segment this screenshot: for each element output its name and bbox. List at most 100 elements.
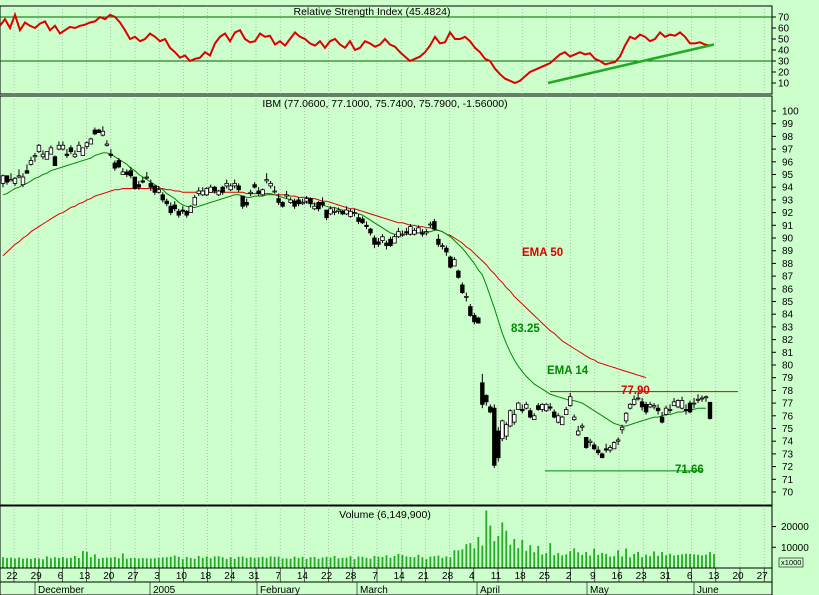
candle xyxy=(623,411,629,424)
rsi-plot-area xyxy=(0,5,773,95)
volume-bar xyxy=(189,558,192,568)
candle-body xyxy=(344,209,349,215)
candle xyxy=(272,185,277,194)
candle-body xyxy=(452,259,457,267)
volume-bar xyxy=(405,556,408,568)
price-tick-label: 70 xyxy=(782,488,794,499)
volume-title: Volume (6,149,900) xyxy=(339,509,431,521)
price-panel: IBM (77.0600, 77.1000, 75.7400, 75.7900,… xyxy=(0,95,799,506)
x-day-label: 20 xyxy=(103,571,115,582)
candle-body xyxy=(96,129,102,133)
volume-bar xyxy=(181,559,184,568)
candle xyxy=(16,169,22,179)
volume-bar xyxy=(173,555,176,568)
volume-bar xyxy=(34,558,36,568)
candle-body xyxy=(160,194,165,201)
candle-body xyxy=(188,205,193,213)
candle-body xyxy=(144,176,149,179)
candle xyxy=(548,403,553,411)
candle-body xyxy=(691,402,697,405)
candle-body xyxy=(675,400,681,408)
candle xyxy=(108,149,114,158)
volume-bar xyxy=(261,556,264,568)
x-axis-month-band xyxy=(0,581,773,595)
volume-bar xyxy=(157,557,160,568)
volume-bar xyxy=(249,557,252,568)
volume-bar xyxy=(489,525,492,568)
price-tick-label: 87 xyxy=(782,272,794,283)
volume-bar xyxy=(373,555,376,568)
volume-bar xyxy=(10,557,12,568)
x-month-label: March xyxy=(360,585,388,595)
candle-body xyxy=(120,171,126,175)
candle-body xyxy=(520,409,525,412)
candle-body xyxy=(420,232,425,235)
candle xyxy=(100,126,106,137)
candle xyxy=(172,201,177,212)
candle-body xyxy=(296,199,301,205)
volume-bar xyxy=(525,551,528,568)
rsi-tick-label: 10 xyxy=(778,79,790,90)
candle xyxy=(575,425,581,437)
rsi-line xyxy=(0,11,711,85)
volume-bar xyxy=(313,557,316,568)
candle-body xyxy=(136,184,142,188)
volume-bar xyxy=(709,552,711,568)
price-tick-label: 72 xyxy=(782,462,794,473)
candle xyxy=(552,409,557,419)
volume-bar xyxy=(705,554,707,568)
x-day-labels: 22 29 6 13 20 27 3 10 18 24 31 7 14 22 28 7 14 21 28 4 11 18 2… xyxy=(6,568,768,582)
volume-bar xyxy=(537,546,540,568)
candle-body xyxy=(244,202,249,206)
candle-body xyxy=(560,416,565,426)
candle-body xyxy=(72,153,78,158)
volume-bar xyxy=(441,557,444,568)
candle-body xyxy=(260,189,265,196)
volume-bar xyxy=(289,558,292,568)
volume-y-axis: 10000 20000 x1000 xyxy=(772,522,809,568)
candle-body xyxy=(472,315,477,323)
candle xyxy=(400,230,405,237)
candle xyxy=(599,452,605,459)
price-tick-label: 90 xyxy=(782,234,794,245)
volume-bar xyxy=(125,558,128,568)
candle-body xyxy=(504,424,509,437)
candle xyxy=(212,185,217,194)
candle xyxy=(460,282,465,294)
candle-body xyxy=(316,202,321,210)
x-month-label: February xyxy=(260,585,300,595)
candle-body xyxy=(332,210,337,213)
x-day-label: 13 xyxy=(79,571,91,582)
volume-bar xyxy=(461,549,464,568)
price-tick-label: 94 xyxy=(782,183,794,194)
volume-bar xyxy=(225,558,228,568)
volume-bar xyxy=(457,550,460,568)
candle-body xyxy=(324,209,329,219)
volume-bar xyxy=(89,557,92,568)
candle xyxy=(248,189,253,197)
candle-body xyxy=(224,182,229,187)
candle xyxy=(24,164,30,174)
candle xyxy=(140,177,146,184)
candle xyxy=(380,234,385,244)
candle xyxy=(707,401,713,420)
candle-body xyxy=(639,401,645,408)
volume-bar xyxy=(669,553,671,568)
candle-body xyxy=(380,236,385,241)
volume-bar xyxy=(233,558,236,568)
rsi-panel: Relative Strength Index (45.4824) 102030… xyxy=(0,5,790,95)
candle xyxy=(4,175,10,185)
candle xyxy=(564,406,569,415)
volume-bar xyxy=(501,522,504,568)
volume-bar xyxy=(381,557,384,568)
price-tick-label: 83 xyxy=(782,322,794,333)
candle-body xyxy=(12,177,18,184)
volume-bar xyxy=(153,558,156,568)
candle xyxy=(615,437,621,446)
candle-body xyxy=(488,406,493,413)
volume-bar xyxy=(605,553,608,568)
candle xyxy=(320,197,325,208)
x-day-label: 22 xyxy=(6,571,18,582)
candle-body xyxy=(4,175,10,183)
candle xyxy=(655,404,661,415)
